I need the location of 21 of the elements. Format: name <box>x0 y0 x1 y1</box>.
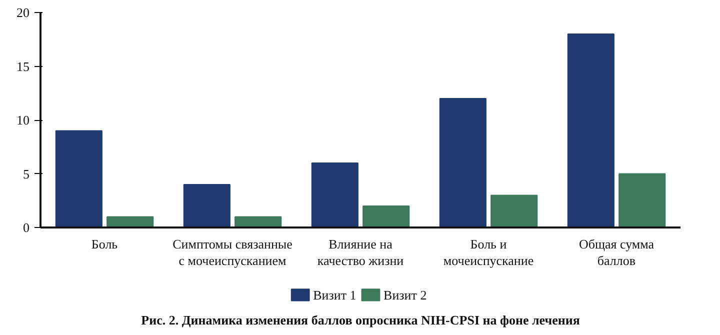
legend-label: Визит 2 <box>384 287 427 302</box>
bar <box>567 34 614 228</box>
y-tick-label: 5 <box>23 166 30 182</box>
y-tick-label: 20 <box>16 5 30 20</box>
bar <box>618 173 666 228</box>
bar <box>311 162 358 228</box>
x-tick-label: Симптомы связанные с мочеиспусканием <box>172 236 293 268</box>
text: Рис. 2. Динамика изменения баллов опросника NIH-CPSI на фоне лечения <box>141 312 580 328</box>
x-tick-label: Боль и мочеиспускание <box>443 236 534 268</box>
y-tick-label: 10 <box>16 112 30 128</box>
bar <box>183 184 230 228</box>
y-tick-label: 0 <box>23 220 30 235</box>
bar <box>490 194 538 228</box>
bar <box>55 130 102 228</box>
legend-label: Визит 1 <box>313 287 356 302</box>
bar <box>362 206 410 228</box>
x-tick-label: Общая сумма баллов <box>578 236 654 268</box>
y-tick-label: 15 <box>16 58 30 74</box>
x-tick-label: Влияние на качество жизни <box>317 236 404 268</box>
x-tick-label: Боль <box>91 236 118 252</box>
bar <box>439 98 486 228</box>
